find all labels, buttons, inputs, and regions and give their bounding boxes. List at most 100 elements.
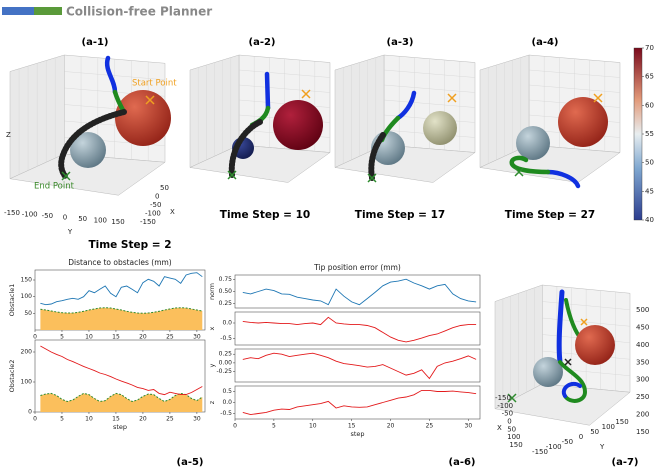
obstacle-sphere [273,100,323,150]
y-tick-label: 0.25 [219,300,233,307]
axis3d-tick-label: 0 [155,193,159,201]
axis3d-tick-label: 300 [636,376,649,384]
x-tick-label: 0 [33,416,37,423]
panel-label: (a-3) [387,37,414,48]
x-tick-label: 25 [426,423,434,430]
x-tick-label: 25 [166,334,174,341]
header-bar [2,7,34,15]
y-tick-label: 0.00 [219,359,233,366]
panel-label: (a-2) [249,37,276,48]
axis3d-tick-label: -150 [140,218,156,226]
colorbar [634,48,642,220]
x-tick-label: 5 [60,416,64,423]
header-title: Collision-free Planner [66,5,212,19]
axis3d-tick-label: 100 [507,433,520,441]
y-tick-label: 0.0 [222,320,232,327]
y-tick-label: 0.0 [222,399,232,406]
axis3d-tick-label: 100 [94,217,107,225]
x-tick-label: 5 [60,334,64,341]
axis3d-label: Y [67,228,73,236]
axis3d-tick-label: 150 [509,441,522,449]
axis3d-label: Y [599,443,605,451]
axis3d-tick-label: -100 [145,210,161,218]
x-tick-label: 15 [112,416,120,423]
colorbar-tick-label: 50 [645,159,654,167]
axis3d-tick-label: 250 [636,393,649,401]
y-tick-label: -0.25 [216,368,232,375]
panel-label: (a-4) [532,37,559,48]
axis3d-tick-label: 150 [615,418,628,426]
axis3d-tick-label: 0 [63,214,67,222]
obstacle-sphere [575,325,615,365]
colorbar-tick-label: 65 [645,73,654,81]
axes-frame [235,275,480,308]
obstacle-sphere [423,111,457,145]
colorbar-tick-label: 60 [645,101,654,109]
x-tick-label: 0 [233,423,237,430]
time-step-caption: Time Step = 17 [355,209,445,221]
axis3d-tick-label: 50 [78,215,87,223]
axis3d-label: X [497,424,502,432]
axes-frame [235,386,480,419]
axis3d-tick-label: 50 [590,428,599,436]
y-axis-label: Obstacle2 [8,360,16,393]
figure: Collision-free Planner (a-1) Time Step = … [0,0,656,471]
y-tick-label: 0 [28,409,32,416]
colorbar-tick-label: 55 [645,130,654,138]
colorbar-tick-label: 70 [645,44,654,52]
y-tick-label: 0.75 [219,276,233,283]
y-tick-label: 150 [21,277,33,284]
chart-title: Tip position error (mm) [313,263,401,272]
axis3d-tick-label: -150 [4,209,20,217]
panel-label: (a-7) [612,457,639,468]
y-axis-label: x [208,326,216,330]
axis3d-tick-label: 400 [636,341,649,349]
y-axis-label: z [208,400,216,404]
chart-title: Distance to obstacles (mm) [68,258,172,267]
x-axis-label: step [113,423,127,431]
axis3d-tick-label: 450 [636,323,649,331]
axis3d-tick-label: -150 [495,394,511,402]
y-tick-label: -0.5 [220,335,232,342]
panel-label: (a-1) [82,37,109,48]
time-step-caption: Time Step = 10 [220,209,310,221]
x-tick-label: 30 [193,416,201,423]
x-axis-label: step [350,430,364,438]
x-tick-label: 20 [139,334,147,341]
axis3d-tick-label: 200 [636,411,649,419]
y-tick-label: 0.5 [222,388,232,395]
axis3d-tick-label: 100 [602,423,615,431]
panel-label: (a-6) [449,457,476,468]
x-tick-label: 10 [85,416,93,423]
axis3d-tick-label: -50 [562,438,573,446]
y-tick-label: 50 [24,310,32,317]
x-tick-label: 25 [166,416,174,423]
obstacle-sphere [115,90,171,146]
axis3d-tick-label: 50 [160,184,169,192]
y-axis-label: norm [208,283,216,300]
y-tick-label: 0.50 [219,288,233,295]
x-tick-label: 10 [309,423,317,430]
x-tick-label: 15 [348,423,356,430]
annotation: End Point [34,182,75,192]
y-tick-label: 0.25 [219,351,233,358]
y-tick-label: -0.5 [220,410,232,417]
axis3d-label: Z [6,131,11,139]
axis3d-tick-label: -50 [150,201,161,209]
axis3d-tick-label: 0 [579,433,583,441]
annotation: Start Point [132,79,177,89]
axis3d-tick-label: -100 [497,402,513,410]
obstacle-sphere [558,97,608,147]
x-tick-label: 15 [112,334,120,341]
axis3d-tick-label: 50 [507,425,516,433]
y-tick-label: 200 [21,349,33,356]
axis3d-tick-label: -100 [546,443,562,451]
x-tick-label: 30 [465,423,473,430]
axis3d-label: X [170,208,175,216]
axis3d-tick-label: 150 [111,218,124,226]
axis3d-tick-label: -50 [502,410,513,418]
x-tick-label: 20 [387,423,395,430]
axis3d-tick-label: 500 [636,306,649,314]
axis3d-tick-label: -50 [42,212,53,220]
obstacle-sphere [516,126,550,160]
